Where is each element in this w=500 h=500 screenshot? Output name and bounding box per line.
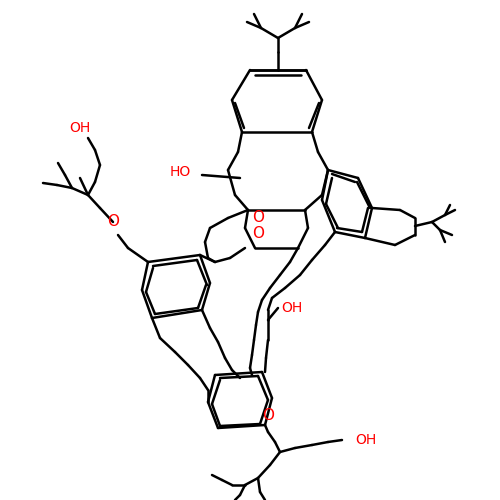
Text: O: O (252, 226, 264, 240)
Text: OH: OH (70, 121, 90, 135)
Text: OH: OH (355, 433, 376, 447)
Text: OH: OH (281, 301, 302, 315)
Text: O: O (262, 408, 274, 422)
Text: O: O (252, 210, 264, 226)
Text: O: O (107, 214, 119, 230)
Text: HO: HO (170, 165, 190, 179)
